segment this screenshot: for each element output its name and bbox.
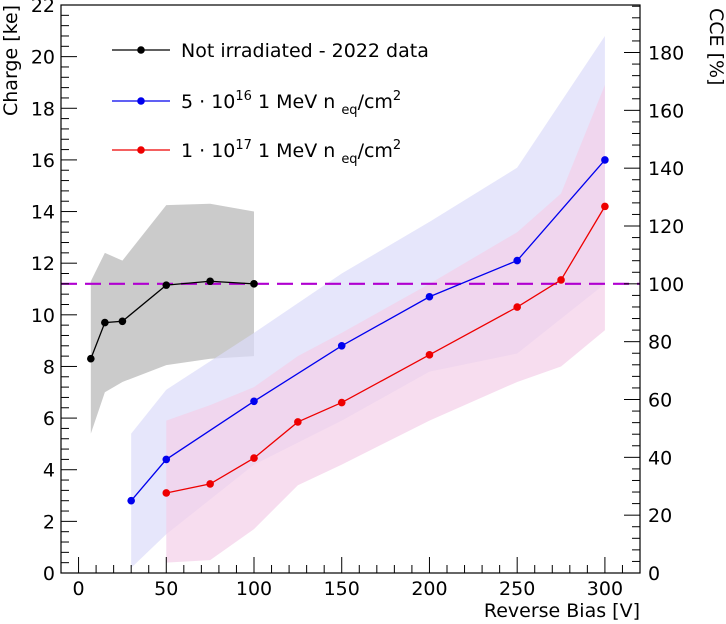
legend-label-text: 5 · 10 xyxy=(181,91,235,113)
x-tick-label: 0 xyxy=(72,578,84,600)
y-axis-title: Charge [ke] xyxy=(0,5,22,116)
y-tick-label: 10 xyxy=(31,305,55,327)
y-tick-label: 8 xyxy=(43,356,55,378)
legend-exponent: 2 xyxy=(393,89,401,104)
y-tick-label: 6 xyxy=(43,408,55,430)
legend-marker xyxy=(137,46,145,54)
data-point xyxy=(337,342,346,350)
x-tick-label: 250 xyxy=(499,578,535,600)
legend-label: Not irradiated - 2022 data xyxy=(181,40,429,62)
data-point xyxy=(513,303,521,311)
uncertainty-band-2 xyxy=(166,85,605,563)
y-tick-label: 20 xyxy=(31,47,55,69)
y-tick-label: 0 xyxy=(43,563,55,585)
data-point xyxy=(118,317,127,326)
y2-tick-label: 0 xyxy=(648,563,660,585)
y2-tick-label: 80 xyxy=(648,332,672,354)
x-tick-label: 100 xyxy=(236,578,272,600)
y2-tick-label: 100 xyxy=(648,274,684,296)
x-tick-label: 200 xyxy=(411,578,447,600)
legend-unit: 1 MeV n xyxy=(252,140,341,162)
y-tick-label: 2 xyxy=(43,511,55,533)
legend-marker xyxy=(137,146,145,154)
y2-axis-title: CCE [%] xyxy=(705,8,726,85)
x-tick-label: 150 xyxy=(324,578,360,600)
legend-label: 1 · 1017 1 MeV n eq/cm2 xyxy=(181,138,401,167)
y-axis: 0 2 4 6 8 10 12 14 16 18 20 22 xyxy=(31,0,77,585)
plot-frame xyxy=(60,4,641,574)
x-axis-title: Reverse Bias [V] xyxy=(484,600,640,622)
legend-subscript: eq xyxy=(341,152,357,167)
y2-tick-label: 180 xyxy=(648,43,684,65)
y-tick-label: 12 xyxy=(31,253,55,275)
series-line-0 xyxy=(90,280,255,359)
y2-tick-label: 160 xyxy=(648,100,684,122)
data-point xyxy=(425,292,434,301)
data-point xyxy=(127,496,135,505)
y-tick-label: 4 xyxy=(43,460,55,482)
y2-tick-label: 40 xyxy=(648,447,672,469)
data-point xyxy=(294,418,302,426)
legend-subscript: eq xyxy=(341,103,357,118)
uncertainty-bands xyxy=(90,35,605,568)
data-point xyxy=(601,202,609,211)
legend-exponent: 2 xyxy=(393,138,401,153)
data-point xyxy=(162,281,171,289)
data-point xyxy=(206,277,214,286)
y-tick-label: 14 xyxy=(31,202,55,224)
data-point xyxy=(250,454,258,462)
legend-label: 5 · 1016 1 MeV n eq/cm2 xyxy=(181,89,401,118)
data-point xyxy=(206,480,214,488)
data-point xyxy=(101,318,109,327)
y-tick-label: 22 xyxy=(31,0,55,17)
y2-axis: 0 20 40 60 80 100 120 140 160 180 xyxy=(624,5,684,585)
legend-unit-tail: /cm xyxy=(358,91,393,113)
x-tick-label: 300 xyxy=(587,578,623,600)
legend: Not irradiated - 2022 data 5 · 1016 1 MeV… xyxy=(112,40,429,167)
y2-tick-label: 20 xyxy=(648,505,672,527)
series-points xyxy=(87,156,609,505)
x-tick-label: 50 xyxy=(154,578,178,600)
data-point xyxy=(513,256,521,265)
y2-tick-label: 120 xyxy=(648,216,684,238)
y2-tick-label: 140 xyxy=(648,158,684,180)
legend-label-text: 1 · 10 xyxy=(181,140,235,162)
y-tick-label: 18 xyxy=(31,98,55,120)
data-point xyxy=(557,276,565,284)
legend-marker xyxy=(137,97,145,105)
data-point xyxy=(425,351,434,359)
data-point xyxy=(162,489,171,497)
data-point xyxy=(250,280,258,288)
data-point xyxy=(337,398,346,407)
data-point xyxy=(250,397,258,406)
data-point xyxy=(162,455,171,464)
legend-exponent: 17 xyxy=(235,138,252,153)
legend-unit-tail: /cm xyxy=(358,140,393,162)
uncertainty-band-0 xyxy=(90,203,254,434)
y-tick-label: 16 xyxy=(31,150,55,172)
legend-unit: 1 MeV n xyxy=(252,91,341,113)
x-axis: 0 50 100 150 200 250 300 xyxy=(60,557,641,600)
legend-exponent: 16 xyxy=(235,89,252,104)
y2-tick-label: 60 xyxy=(648,390,672,412)
data-point xyxy=(87,354,95,363)
data-point xyxy=(601,156,609,164)
legend-label-text: Not irradiated - 2022 data xyxy=(181,40,429,62)
